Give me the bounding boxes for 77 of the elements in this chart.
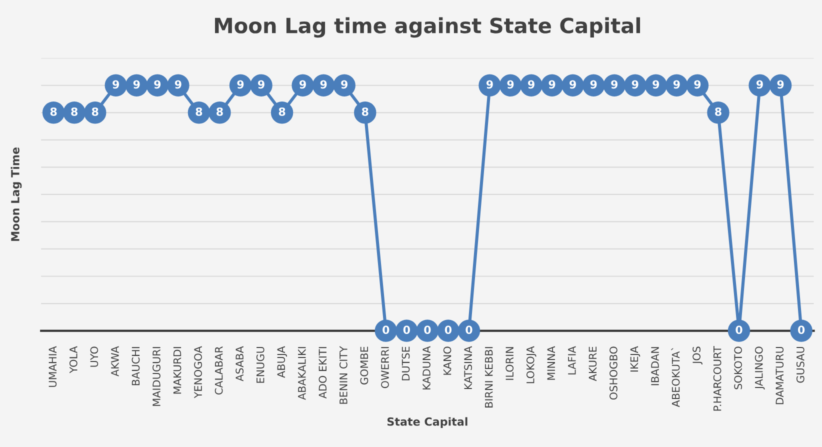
data-label: 9 bbox=[486, 80, 493, 89]
data-label: 9 bbox=[154, 80, 161, 89]
y-axis-title: Moon Lag Time bbox=[10, 147, 22, 241]
data-label: 9 bbox=[112, 80, 120, 89]
data-label: 9 bbox=[300, 80, 306, 89]
x-tick-label: ABAKALIKI bbox=[298, 347, 306, 400]
data-label: 9 bbox=[570, 80, 576, 89]
data-label: 9 bbox=[174, 80, 182, 89]
data-label: 9 bbox=[756, 80, 763, 89]
data-label: 0 bbox=[736, 326, 742, 334]
data-label: 8 bbox=[715, 107, 722, 116]
x-tick-label: AKURE bbox=[588, 346, 597, 382]
data-label: 9 bbox=[777, 80, 784, 89]
x-tick-label: P.HARCOURT bbox=[713, 346, 722, 411]
data-label: 0 bbox=[382, 326, 390, 334]
x-tick-label: CALABAR bbox=[214, 346, 223, 395]
x-tick-label: ASABA bbox=[236, 346, 244, 382]
data-label: 9 bbox=[632, 80, 638, 89]
x-tick-label: DAMATURU bbox=[776, 346, 784, 404]
x-tick-label: IKEJA bbox=[630, 346, 640, 372]
x-tick-label: BIRNI KEBBI bbox=[485, 347, 493, 408]
x-tick-label: YOLA bbox=[69, 346, 78, 374]
x-axis-title: State Capital bbox=[387, 417, 468, 428]
data-label: 9 bbox=[258, 80, 264, 89]
data-label: 9 bbox=[611, 80, 618, 89]
data-label: 9 bbox=[652, 80, 660, 89]
data-label: 9 bbox=[320, 80, 327, 89]
data-label: 0 bbox=[403, 326, 410, 334]
data-label: 8 bbox=[71, 107, 78, 116]
data-label: 9 bbox=[528, 80, 534, 89]
data-label: 0 bbox=[444, 326, 452, 334]
data-label: 9 bbox=[341, 80, 348, 89]
x-tick-label: SOKOTO bbox=[734, 346, 742, 390]
data-label: 9 bbox=[133, 80, 140, 89]
x-tick-label: UMAHIA bbox=[48, 346, 57, 387]
data-label: 0 bbox=[798, 326, 805, 334]
data-label: 9 bbox=[694, 80, 701, 89]
x-tick-label: LAFIA bbox=[568, 346, 576, 374]
data-label: 9 bbox=[548, 80, 556, 89]
x-tick-label: OWERRI bbox=[381, 347, 389, 388]
x-tick-label: DUTSE bbox=[402, 346, 410, 380]
x-tick-label: AKWA bbox=[111, 346, 119, 376]
x-tick-label: JALINGO bbox=[754, 346, 765, 390]
x-tick-label: JOS bbox=[692, 346, 702, 364]
data-label: 0 bbox=[466, 326, 472, 334]
data-label: 8 bbox=[216, 107, 223, 116]
x-tick-label: BAUCHI bbox=[132, 347, 140, 386]
x-tick-label: MAIDUGURI bbox=[152, 347, 160, 406]
x-tick-label: GUSAU bbox=[796, 346, 804, 383]
data-label: 9 bbox=[507, 80, 514, 89]
x-tick-label: ENUGU bbox=[256, 346, 264, 383]
data-label: 8 bbox=[92, 107, 98, 116]
x-tick-label: KANO bbox=[443, 346, 452, 375]
x-tick-label: LOKOJA bbox=[526, 346, 536, 384]
x-tick-label: YENOGOA bbox=[194, 346, 202, 398]
x-tick-label: KADUNA bbox=[422, 346, 430, 390]
x-tick-label: MAKURDI bbox=[173, 347, 182, 394]
data-label: 9 bbox=[673, 80, 680, 89]
data-label: 8 bbox=[278, 107, 286, 116]
data-label: 9 bbox=[237, 80, 244, 89]
chart-title: Moon Lag time against State Capital bbox=[215, 17, 640, 38]
data-label: 8 bbox=[362, 107, 368, 116]
x-tick-label: BENIN CITY bbox=[340, 346, 348, 404]
x-tick-label: ADO EKITI bbox=[318, 347, 327, 399]
x-tick-label: ABUJA bbox=[277, 346, 288, 378]
x-tick-label: KATSINA bbox=[464, 346, 472, 389]
data-label: 8 bbox=[50, 107, 57, 116]
x-tick-label: ABEOKUTA` bbox=[671, 348, 680, 408]
x-tick-label: GOMBE bbox=[360, 346, 368, 384]
data-label: 8 bbox=[196, 107, 202, 116]
x-tick-label: UYO bbox=[90, 346, 98, 367]
x-tick-label: MINNA bbox=[547, 346, 555, 380]
x-tick-label: OSHOGBO bbox=[610, 346, 618, 400]
x-tick-label: ILORIN bbox=[506, 347, 514, 380]
data-label: 9 bbox=[590, 80, 597, 89]
data-label: 0 bbox=[424, 326, 431, 334]
x-tick-label: IBADAN bbox=[651, 347, 659, 386]
